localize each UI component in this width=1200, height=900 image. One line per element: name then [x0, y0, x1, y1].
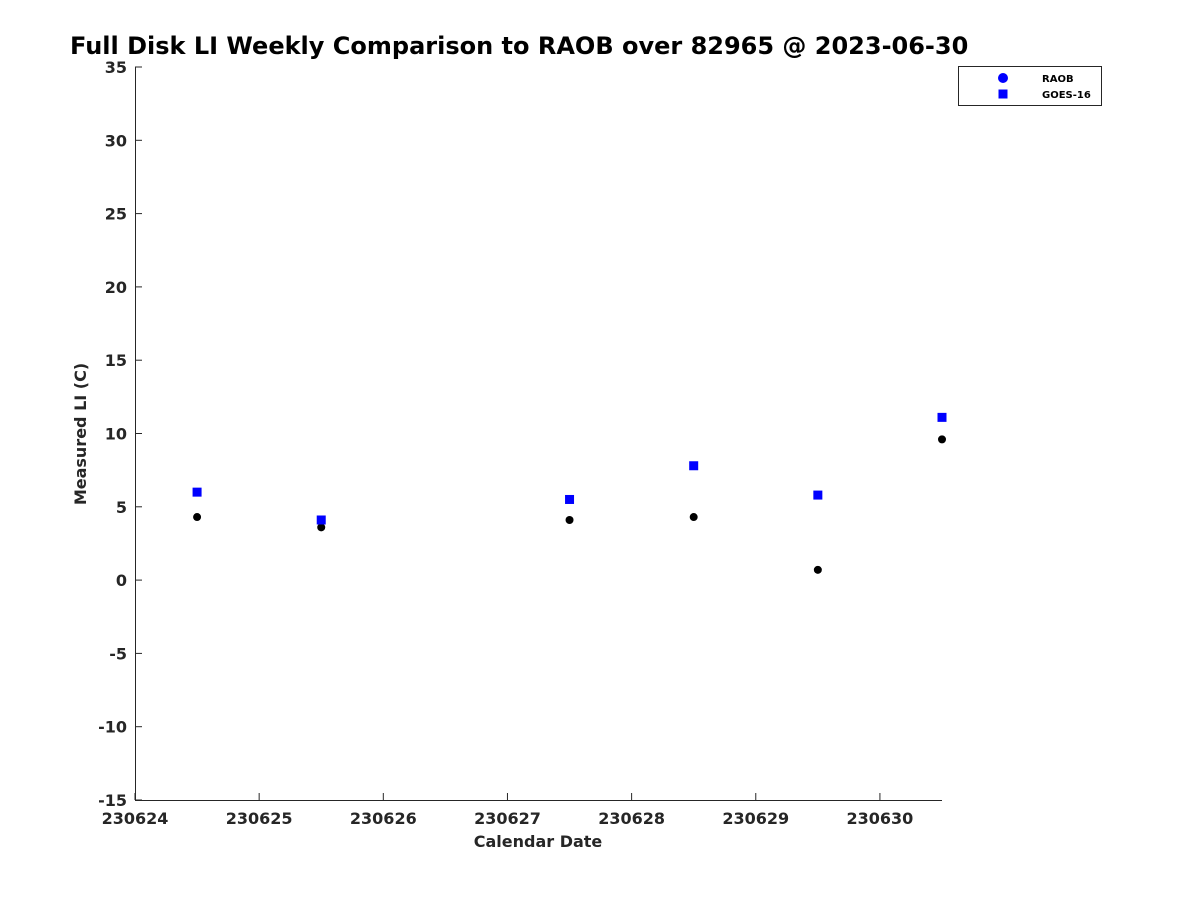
legend: RAOB GOES-16: [958, 66, 1102, 106]
y-tick-label: 5: [116, 498, 127, 517]
x-tick-label: 230624: [102, 809, 169, 828]
y-tick-label: 20: [105, 278, 127, 297]
y-tick-label: -15: [98, 791, 127, 810]
y-tick-label: 25: [105, 205, 127, 224]
y-ticks: 35 30 25 20 15 10 5 0 -5 -10 -15: [98, 58, 142, 810]
y-tick-label: -10: [98, 718, 127, 737]
point-goes-16: [192, 487, 202, 497]
point-raob: [938, 435, 946, 444]
y-axis-label: Measured LI (C): [71, 363, 90, 505]
y-tick-label: -5: [109, 644, 127, 663]
legend-marker-goes-16: [998, 89, 1008, 99]
y-tick-label: 30: [105, 131, 127, 150]
point-goes-16: [565, 494, 575, 504]
point-raob: [193, 513, 202, 522]
point-goes-16: [316, 515, 326, 525]
x-tick-label: 230625: [226, 809, 293, 828]
y-tick-label: 10: [105, 425, 127, 444]
legend-label-raob: RAOB: [1042, 74, 1074, 85]
chart-title: Full Disk LI Weekly Comparison to RAOB o…: [70, 32, 968, 60]
x-tick-label: 230628: [598, 809, 665, 828]
x-tick-label: 230627: [474, 809, 541, 828]
y-tick-label: 35: [105, 58, 127, 77]
x-ticks: 230624 230625 230626 230627 230628 230629 2306…: [102, 793, 914, 828]
data-points: [192, 412, 947, 574]
point-raob: [565, 515, 574, 524]
point-raob: [317, 523, 326, 532]
legend-box: [958, 66, 1102, 106]
axes: [135, 67, 942, 801]
point-raob: [813, 565, 822, 574]
x-tick-label: 230626: [350, 809, 417, 828]
x-tick-label: 230630: [847, 809, 914, 828]
y-tick-label: 0: [116, 571, 127, 590]
legend-marker-raob: [998, 73, 1008, 83]
point-goes-16: [937, 412, 947, 422]
x-axis-label: Calendar Date: [474, 832, 603, 851]
x-tick-label: 230629: [722, 809, 789, 828]
point-raob: [689, 513, 698, 522]
legend-label-goes-16: GOES-16: [1042, 90, 1091, 101]
point-goes-16: [813, 490, 823, 500]
point-goes-16: [689, 461, 699, 471]
y-tick-label: 15: [105, 351, 127, 370]
